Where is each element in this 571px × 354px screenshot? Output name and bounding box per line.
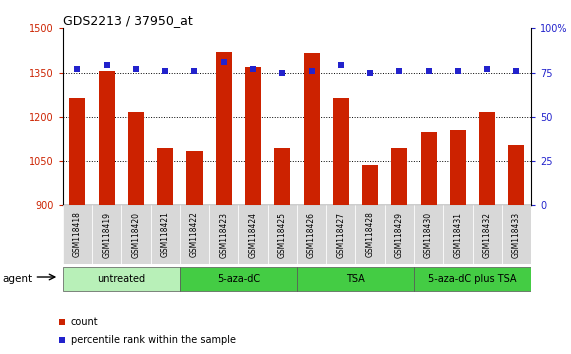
Point (323, 262, 332, 268)
Point (219, 59, 228, 65)
FancyBboxPatch shape (180, 267, 297, 291)
Bar (128, 112, 144, 205)
Point (323, 101, 332, 107)
Point (160, 68, 170, 74)
FancyBboxPatch shape (63, 267, 180, 291)
FancyBboxPatch shape (355, 205, 385, 264)
FancyBboxPatch shape (297, 205, 326, 264)
Text: GSM118422: GSM118422 (190, 212, 199, 257)
FancyBboxPatch shape (414, 267, 531, 291)
Text: GSM118431: GSM118431 (453, 212, 463, 257)
FancyBboxPatch shape (385, 205, 414, 264)
Bar (391, 148, 407, 205)
FancyBboxPatch shape (414, 205, 443, 264)
Bar (157, 148, 173, 205)
Text: GSM118424: GSM118424 (248, 212, 258, 257)
Text: count: count (71, 317, 98, 327)
Bar (421, 132, 437, 205)
Text: GSM118420: GSM118420 (131, 212, 140, 257)
Bar (99, 71, 115, 205)
Bar (70, 98, 86, 205)
Text: GSM118429: GSM118429 (395, 212, 404, 257)
Bar (216, 52, 232, 205)
Point (424, 68, 433, 74)
Point (365, 70, 375, 75)
FancyBboxPatch shape (443, 205, 472, 264)
FancyBboxPatch shape (92, 205, 121, 264)
Text: untreated: untreated (97, 274, 146, 284)
Text: GSM118432: GSM118432 (482, 212, 492, 257)
Point (190, 68, 199, 74)
Bar (362, 165, 378, 205)
FancyBboxPatch shape (502, 205, 531, 264)
Text: GSM118428: GSM118428 (365, 212, 375, 257)
Point (453, 68, 463, 74)
Bar (304, 53, 320, 205)
Bar (245, 67, 261, 205)
Text: 5-aza-dC: 5-aza-dC (217, 274, 260, 284)
FancyBboxPatch shape (209, 205, 239, 264)
FancyBboxPatch shape (239, 205, 268, 264)
Text: percentile rank within the sample: percentile rank within the sample (71, 335, 236, 345)
FancyBboxPatch shape (268, 205, 297, 264)
Bar (508, 145, 524, 205)
Point (248, 66, 258, 72)
Text: GSM118418: GSM118418 (73, 212, 82, 257)
Text: GSM118425: GSM118425 (278, 212, 287, 257)
Bar (333, 98, 349, 205)
Point (102, 63, 111, 68)
FancyBboxPatch shape (63, 205, 92, 264)
Text: TSA: TSA (346, 274, 365, 284)
Text: GSM118419: GSM118419 (102, 212, 111, 257)
Point (512, 68, 521, 74)
Text: GSM118426: GSM118426 (307, 212, 316, 257)
Bar (450, 130, 466, 205)
Bar (479, 112, 495, 205)
Point (482, 66, 492, 72)
FancyBboxPatch shape (180, 205, 209, 264)
FancyBboxPatch shape (472, 205, 502, 264)
FancyBboxPatch shape (297, 267, 414, 291)
FancyBboxPatch shape (151, 205, 180, 264)
Text: agent: agent (3, 274, 33, 284)
Text: GSM118427: GSM118427 (336, 212, 345, 257)
FancyBboxPatch shape (121, 205, 151, 264)
FancyBboxPatch shape (326, 205, 355, 264)
Text: 5-aza-dC plus TSA: 5-aza-dC plus TSA (428, 274, 517, 284)
Point (278, 70, 287, 75)
Text: GSM118433: GSM118433 (512, 211, 521, 258)
Text: GSM118421: GSM118421 (160, 212, 170, 257)
Text: GDS2213 / 37950_at: GDS2213 / 37950_at (63, 14, 192, 27)
Point (395, 68, 404, 74)
Bar (187, 151, 203, 205)
Text: GSM118423: GSM118423 (219, 212, 228, 257)
Point (307, 68, 316, 74)
Text: GSM118430: GSM118430 (424, 211, 433, 258)
Point (73, 66, 82, 72)
Point (336, 63, 345, 68)
Bar (274, 148, 290, 205)
Point (131, 66, 140, 72)
